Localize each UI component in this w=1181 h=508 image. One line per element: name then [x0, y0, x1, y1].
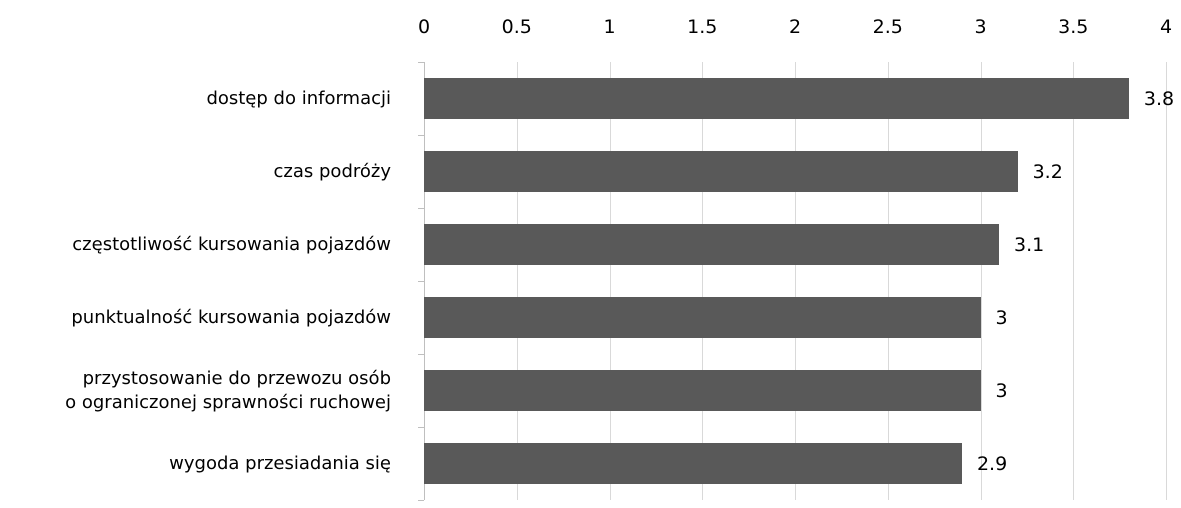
category-label: wygoda przesiadania się: [169, 452, 391, 474]
y-axis-tick: [418, 208, 424, 209]
bar: [424, 297, 981, 338]
x-tick-label: 3: [974, 16, 987, 38]
x-tick-label: 1.5: [687, 16, 718, 38]
bar: [424, 151, 1018, 192]
grid-line: [1073, 62, 1075, 500]
grid-line: [516, 62, 518, 500]
bar: [424, 443, 962, 484]
grid-line: [702, 62, 704, 500]
x-tick-label: 4: [1159, 16, 1173, 38]
y-axis-tick: [418, 135, 424, 136]
bar: [424, 78, 1129, 119]
y-axis-tick: [418, 427, 424, 428]
value-label: 3.1: [1014, 233, 1045, 256]
x-tick-label: 0: [417, 16, 431, 38]
category-label: dostęp do informacji: [206, 87, 391, 109]
x-tick-label: 1: [603, 16, 616, 38]
grid-line: [980, 62, 982, 500]
grid-line: [609, 62, 611, 500]
y-axis: [424, 62, 425, 500]
grid-line: [887, 62, 889, 500]
value-label: 3.2: [1032, 160, 1063, 183]
y-axis-tick: [418, 62, 424, 63]
category-label: przystosowanie do przewozu osób o ograni…: [65, 367, 391, 413]
x-tick-label: 2: [788, 16, 802, 38]
value-label: 3: [995, 306, 1008, 329]
value-label: 3.8: [1143, 87, 1175, 110]
category-label: punktualność kursowania pojazdów: [71, 306, 391, 328]
category-label: czas podróży: [273, 160, 391, 182]
y-axis-tick: [418, 500, 424, 501]
value-label: 3: [995, 379, 1008, 402]
x-tick-label: 0.5: [501, 16, 532, 38]
bar: [424, 224, 1000, 265]
y-axis-tick: [418, 354, 424, 355]
x-tick-label: 3.5: [1058, 16, 1089, 38]
x-tick-label: 2.5: [872, 16, 903, 38]
value-label: 2.9: [976, 452, 1008, 475]
grid-line: [1166, 62, 1167, 500]
category-label: częstotliwość kursowania pojazdów: [72, 233, 391, 255]
y-axis-tick: [418, 281, 424, 282]
bar: [424, 370, 981, 411]
grid-line: [795, 62, 796, 500]
